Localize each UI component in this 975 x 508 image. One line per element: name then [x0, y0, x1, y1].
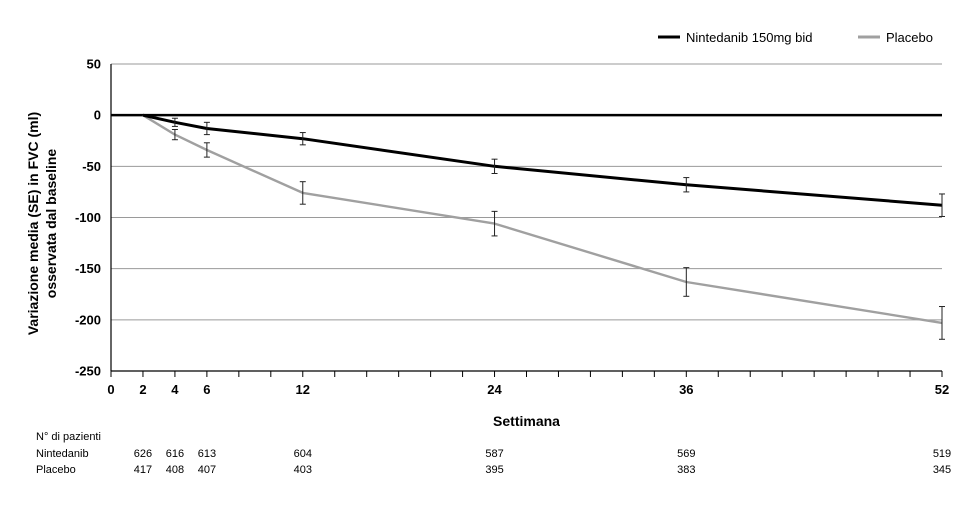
patients-row-label: Placebo — [36, 464, 76, 476]
y-axis-title-line-1: Variazione media (SE) in FVC (ml) — [25, 112, 41, 335]
y-tick-label: -250 — [75, 364, 101, 379]
series-line-nintedanib — [142, 113, 943, 207]
series-line-placebo — [142, 114, 943, 325]
x-tick-label: 2 — [139, 382, 146, 397]
patients-count: 626 — [134, 448, 152, 460]
y-tick-label: -100 — [75, 210, 101, 225]
patients-count: 403 — [294, 464, 312, 476]
patients-count: 345 — [933, 464, 951, 476]
patients-count: 417 — [134, 464, 152, 476]
x-tick-label: 6 — [203, 382, 210, 397]
legend-label-placebo: Placebo — [886, 30, 933, 45]
patients-row-label: Nintedanib — [36, 448, 89, 460]
x-tick-label: 0 — [107, 382, 114, 397]
patients-count: 604 — [294, 448, 312, 460]
patients-count: 383 — [677, 464, 695, 476]
y-axis-title-line-2: osservata dal baseline — [43, 149, 59, 299]
legend-label-nintedanib: Nintedanib 150mg bid — [686, 30, 812, 45]
x-tick-label: 12 — [296, 382, 310, 397]
y-tick-label: 50 — [87, 57, 101, 72]
patients-count: 616 — [166, 448, 184, 460]
patients-count: 395 — [485, 464, 503, 476]
y-tick-label: -150 — [75, 261, 101, 276]
y-tick-label: -200 — [75, 312, 101, 327]
patients-count: 587 — [485, 448, 503, 460]
patients-count: 613 — [198, 448, 216, 460]
y-tick-label: -50 — [82, 159, 101, 174]
patients-table-header: N° di pazienti — [36, 431, 101, 443]
x-tick-label: 4 — [171, 382, 179, 397]
patients-count: 569 — [677, 448, 695, 460]
x-axis-title: Settimana — [493, 413, 560, 429]
x-tick-label: 36 — [679, 382, 693, 397]
patients-count: 519 — [933, 448, 951, 460]
x-tick-label: 24 — [487, 382, 502, 397]
y-tick-label: 0 — [94, 108, 101, 123]
x-tick-label: 52 — [935, 382, 949, 397]
patients-count: 407 — [198, 464, 216, 476]
patients-count: 408 — [166, 464, 184, 476]
